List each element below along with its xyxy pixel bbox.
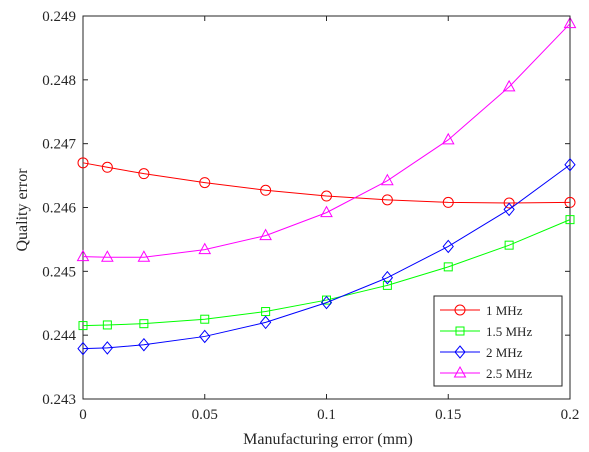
series-1-5-mhz — [78, 215, 575, 331]
data-point — [77, 157, 89, 169]
data-point — [565, 215, 575, 225]
data-point — [199, 329, 211, 344]
y-tick-label: 0.245 — [42, 264, 76, 280]
data-point — [101, 161, 113, 173]
data-point — [564, 157, 576, 172]
y-tick-label: 0.249 — [42, 9, 76, 25]
data-point — [198, 242, 212, 255]
data-point — [76, 249, 90, 262]
y-tick-label: 0.247 — [42, 137, 76, 153]
y-tick-label: 0.246 — [42, 201, 76, 217]
data-point — [101, 250, 114, 262]
series-2-mhz — [77, 157, 576, 356]
x-tick-label: 0.15 — [435, 407, 461, 423]
data-point — [503, 197, 515, 209]
data-point — [382, 280, 392, 290]
data-point — [443, 262, 453, 272]
tick-layer: 0 0.05 0.1 0.15 0.2 0.243 0.244 0.245 0.246 0.247… — [42, 9, 579, 423]
y-tick-label: 0.244 — [42, 328, 76, 344]
legend-swatch-marker — [453, 365, 467, 378]
x-tick-label: 0.05 — [192, 407, 218, 423]
legend-label: 2.5 MHz — [486, 366, 532, 381]
legend-swatch-marker — [454, 345, 466, 359]
series-1-mhz — [77, 157, 576, 209]
series-2-5-mhz — [76, 16, 577, 262]
data-point — [502, 79, 516, 92]
data-point — [381, 173, 394, 186]
data-point — [503, 202, 515, 217]
data-point — [77, 341, 89, 356]
data-point — [504, 240, 514, 250]
x-tick-label: 0.2 — [561, 407, 580, 423]
data-point — [137, 250, 151, 262]
data-point — [321, 190, 332, 202]
series-line — [82, 219, 571, 327]
data-point — [381, 194, 393, 206]
x-tick-label: 0 — [79, 407, 87, 423]
data-point — [259, 228, 272, 241]
data-point — [138, 337, 150, 352]
series-line — [82, 162, 571, 204]
data-point — [441, 132, 455, 145]
data-point — [259, 315, 272, 330]
series-line — [82, 164, 571, 350]
series-line — [82, 23, 571, 258]
data-point — [102, 320, 112, 330]
data-point — [320, 295, 333, 310]
data-point — [260, 184, 272, 196]
data-point — [320, 205, 333, 218]
data-point — [101, 341, 114, 355]
series-layer — [76, 16, 577, 356]
data-point — [139, 319, 149, 329]
legend: 1 MHz 1.5 MHz 2 MHz 2.5 MHz — [433, 295, 563, 387]
data-point — [442, 196, 454, 208]
data-point — [199, 177, 211, 189]
y-tick-label: 0.248 — [42, 73, 76, 89]
legend-swatch-marker — [455, 326, 465, 336]
data-point — [381, 270, 394, 285]
legend-label: 1 MHz — [486, 303, 523, 318]
x-axis-label: Manufacturing error (mm) — [243, 431, 413, 448]
y-tick-label: 0.243 — [42, 392, 76, 408]
x-tick-label: 0.1 — [317, 407, 336, 423]
data-point — [442, 239, 454, 254]
data-point — [563, 16, 577, 29]
data-point — [78, 321, 88, 331]
legend-label: 2 MHz — [486, 345, 523, 360]
legend-swatch-marker — [454, 304, 466, 316]
data-point — [261, 307, 271, 317]
data-point — [200, 314, 210, 324]
data-point — [138, 168, 150, 180]
y-axis-label: Quality error — [14, 168, 31, 252]
legend-label: 1.5 MHz — [486, 324, 532, 339]
